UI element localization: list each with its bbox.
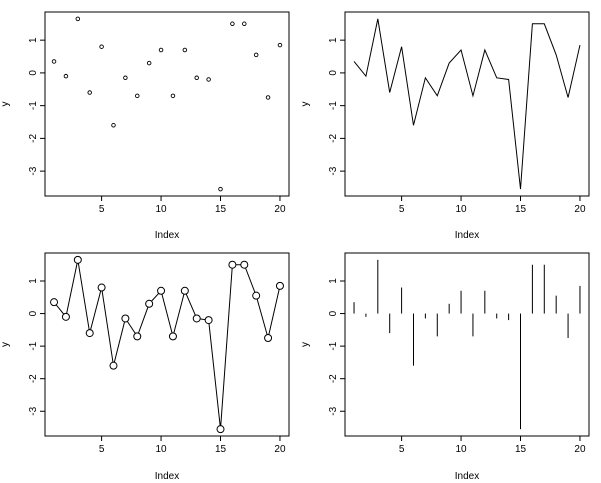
y-tick-label: 1 [328, 37, 339, 43]
x-tick-label: 10 [455, 204, 467, 215]
data-point [99, 44, 104, 49]
y-tick-label: -1 [328, 341, 339, 350]
chart-panel-3: 5 10 15 20 -3 -2 -1 0 1 Index y [0, 252, 290, 482]
data-point [240, 260, 249, 269]
y-tick-label: 1 [28, 278, 39, 284]
x-tick-label: 15 [515, 444, 527, 455]
y-axis-label: y [0, 102, 11, 107]
data-point [63, 73, 69, 79]
chart-panel-2: 5 10 15 20 -3 -2 -1 0 1 Index y [300, 11, 590, 241]
x-tick-label: 5 [399, 204, 405, 215]
data-point [170, 93, 176, 99]
data-point [73, 255, 82, 264]
data-point [275, 281, 284, 290]
data-point [216, 425, 225, 434]
x-tick-label: 15 [215, 444, 227, 455]
data-point [75, 16, 81, 22]
data-point [121, 314, 130, 323]
x-tick-label: 5 [99, 204, 105, 215]
data-point [135, 93, 140, 99]
x-tick-label: 10 [155, 444, 167, 455]
x-tick-label: 5 [399, 444, 405, 455]
x-tick-label: 10 [455, 444, 467, 455]
data-point [109, 361, 118, 370]
x-tick-label: 20 [574, 444, 586, 455]
y-tick-label: -1 [28, 341, 39, 350]
x-tick-label: 15 [215, 204, 227, 215]
data-point [230, 21, 235, 27]
data-point [228, 260, 237, 269]
y-tick-label: -3 [28, 166, 39, 175]
x-tick-label: 20 [274, 204, 286, 215]
data-point [277, 42, 283, 48]
y-axis-label: y [300, 102, 311, 107]
y-tick-label: -2 [328, 374, 339, 383]
data-point [182, 47, 188, 53]
data-point [218, 186, 223, 192]
data-point [123, 75, 128, 81]
data-point [264, 333, 273, 342]
plot-frame [344, 11, 590, 197]
plot-frame [44, 252, 290, 437]
data-point [265, 95, 271, 100]
data-point [61, 312, 70, 321]
data-point [85, 329, 94, 338]
x-axis-label: Index [455, 471, 479, 482]
y-tick-label: 0 [328, 70, 339, 76]
data-point [168, 332, 177, 341]
y-tick-label: -2 [28, 374, 39, 383]
data-point [50, 298, 59, 307]
y-tick-label: 0 [328, 310, 339, 316]
data-point [87, 90, 92, 95]
y-axis-label: y [300, 342, 311, 347]
data-point [146, 60, 152, 66]
data-point [97, 283, 106, 292]
y-tick-label: 0 [28, 310, 39, 316]
data-point [204, 316, 213, 325]
data-point [157, 286, 166, 295]
data-point [111, 123, 116, 128]
data-point [252, 291, 261, 300]
y-tick-label: -3 [328, 166, 339, 175]
data-line [53, 259, 281, 430]
y-tick-label: 1 [328, 278, 339, 284]
chart-panel-4: 5 10 15 20 -3 -2 -1 0 1 Index y [300, 252, 590, 482]
y-tick-label: -2 [28, 134, 39, 143]
y-tick-label: -3 [28, 406, 39, 415]
y-tick-label: -3 [328, 406, 339, 415]
x-axis-label: Index [155, 471, 179, 482]
data-point [194, 75, 199, 81]
data-point [51, 59, 57, 64]
plot-frame [344, 252, 590, 437]
plot-frame [44, 11, 290, 197]
data-point [242, 21, 247, 27]
x-tick-label: 20 [574, 204, 586, 215]
y-tick-label: -1 [328, 101, 339, 110]
x-tick-label: 15 [515, 204, 527, 215]
x-tick-label: 20 [274, 444, 286, 455]
y-axis-label: y [0, 342, 11, 347]
x-tick-label: 5 [99, 444, 105, 455]
x-axis-label: Index [155, 230, 179, 241]
data-point [253, 52, 259, 58]
data-point [192, 314, 201, 323]
y-tick-label: -2 [328, 134, 339, 143]
y-tick-label: 0 [28, 70, 39, 76]
data-point [180, 286, 189, 295]
data-point [145, 299, 154, 308]
x-tick-label: 10 [155, 204, 167, 215]
y-tick-label: -1 [28, 101, 39, 110]
data-point [158, 47, 164, 53]
x-axis-label: Index [455, 230, 479, 241]
data-line [353, 18, 581, 190]
y-tick-label: 1 [28, 37, 39, 43]
data-point [133, 332, 142, 341]
data-point [206, 77, 211, 82]
chart-panel-1: 5 10 15 20 -3 -2 -1 0 1 Index y [0, 11, 290, 241]
